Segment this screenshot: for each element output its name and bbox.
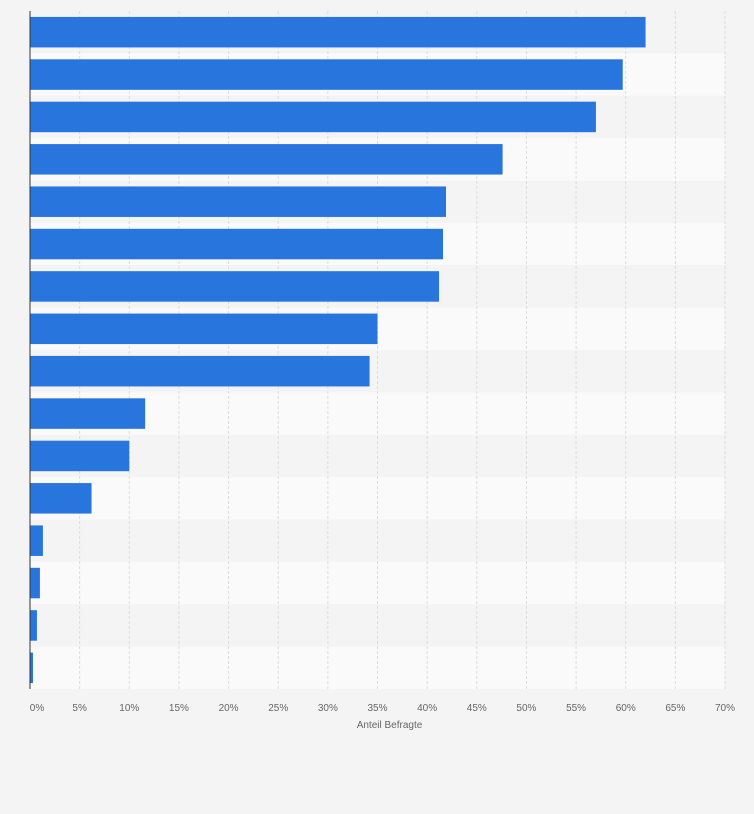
row-stripe — [30, 604, 725, 647]
x-tick-label: 30% — [318, 703, 338, 714]
bar[interactable] — [30, 355, 370, 387]
x-tick-label: 5% — [72, 703, 87, 714]
bar[interactable] — [30, 16, 646, 48]
bar[interactable] — [30, 271, 440, 302]
bars — [30, 16, 646, 684]
bar[interactable] — [30, 398, 146, 429]
bar[interactable] — [30, 186, 447, 217]
x-tick-label: 40% — [417, 703, 437, 714]
x-tick-label: 0% — [30, 703, 45, 714]
bar[interactable] — [30, 567, 40, 599]
x-tick-label: 70% — [715, 703, 735, 714]
bar[interactable] — [30, 525, 43, 556]
bar[interactable] — [30, 228, 444, 260]
x-tick-label: 10% — [119, 703, 139, 714]
bar[interactable] — [30, 59, 623, 90]
bar[interactable] — [30, 652, 33, 684]
bar[interactable] — [30, 483, 92, 514]
x-tick-labels: 0% 5% 10% 15% 20% 25% 30% 35% 40% 45% 50% 55% 60% 65%… — [30, 703, 735, 714]
x-tick-label: 50% — [516, 703, 536, 714]
bar[interactable] — [30, 144, 503, 175]
x-tick-label: 45% — [467, 703, 487, 714]
x-tick-label: 55% — [566, 703, 586, 714]
bar[interactable] — [30, 101, 596, 133]
x-tick-label: 25% — [268, 703, 288, 714]
bar[interactable] — [30, 440, 130, 472]
x-tick-label: 20% — [219, 703, 239, 714]
bar[interactable] — [30, 313, 378, 345]
x-tick-label: 35% — [367, 703, 387, 714]
bar[interactable] — [30, 610, 37, 641]
row-stripe — [30, 519, 725, 562]
x-tick-label: 60% — [616, 703, 636, 714]
x-tick-label: 65% — [665, 703, 685, 714]
x-axis-title: Anteil Befragte — [357, 720, 423, 731]
x-tick-label: 15% — [169, 703, 189, 714]
